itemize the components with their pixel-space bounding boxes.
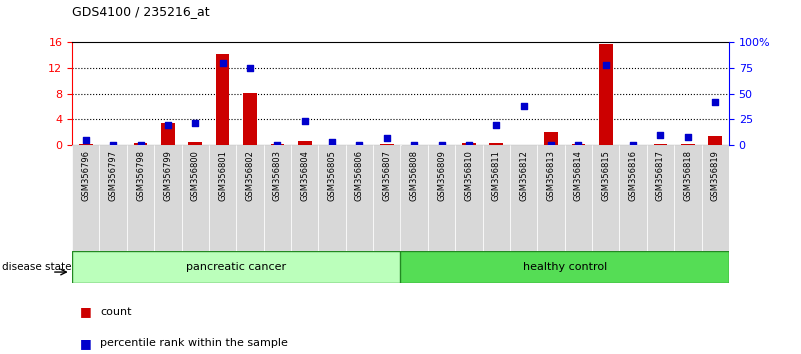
Text: ■: ■ — [80, 305, 92, 318]
Point — [189, 120, 202, 125]
Point — [709, 99, 722, 105]
Bar — [99, 145, 127, 251]
Bar — [79, 144, 93, 145]
Text: GDS4100 / 235216_at: GDS4100 / 235216_at — [72, 5, 210, 18]
Bar — [619, 145, 646, 251]
Text: GSM356801: GSM356801 — [218, 150, 227, 201]
Bar — [188, 142, 202, 145]
Bar — [646, 145, 674, 251]
Point — [490, 122, 503, 127]
Bar — [592, 145, 619, 251]
Text: GSM356809: GSM356809 — [437, 150, 446, 201]
Text: GSM356811: GSM356811 — [492, 150, 501, 201]
Bar — [565, 145, 592, 251]
Bar — [537, 145, 565, 251]
Text: healthy control: healthy control — [522, 262, 607, 272]
Bar — [244, 93, 257, 145]
Text: GSM356803: GSM356803 — [273, 150, 282, 201]
Point — [654, 132, 667, 138]
Bar — [544, 132, 557, 145]
Point — [298, 118, 311, 123]
Text: GSM356813: GSM356813 — [546, 150, 556, 201]
Text: count: count — [100, 307, 131, 316]
Point — [380, 135, 393, 141]
Text: percentile rank within the sample: percentile rank within the sample — [100, 338, 288, 348]
Text: GSM356800: GSM356800 — [191, 150, 199, 201]
Point — [353, 142, 366, 148]
Point — [408, 142, 421, 148]
Bar — [154, 145, 182, 251]
Text: GSM356804: GSM356804 — [300, 150, 309, 201]
Text: GSM356797: GSM356797 — [109, 150, 118, 201]
Bar — [708, 136, 722, 145]
Bar — [298, 141, 312, 145]
Text: GSM356808: GSM356808 — [409, 150, 419, 201]
Bar — [72, 145, 99, 251]
Bar — [455, 145, 482, 251]
Text: GSM356799: GSM356799 — [163, 150, 172, 201]
Bar — [681, 144, 694, 145]
Bar — [134, 143, 147, 145]
Bar — [674, 145, 702, 251]
Point — [107, 142, 119, 148]
Bar — [72, 251, 400, 283]
Point — [134, 142, 147, 148]
Point — [517, 103, 530, 109]
Point — [271, 142, 284, 148]
Bar — [264, 145, 291, 251]
Text: GSM356796: GSM356796 — [81, 150, 91, 201]
Point — [244, 65, 256, 71]
Point — [326, 139, 339, 145]
Bar — [599, 44, 613, 145]
Bar — [215, 54, 229, 145]
Bar — [400, 251, 729, 283]
Point — [435, 142, 448, 148]
Point — [682, 134, 694, 140]
Point — [462, 142, 475, 148]
Bar — [271, 144, 284, 145]
Text: GSM356798: GSM356798 — [136, 150, 145, 201]
Text: GSM356819: GSM356819 — [710, 150, 720, 201]
Bar — [654, 144, 667, 145]
Text: GSM356818: GSM356818 — [683, 150, 692, 201]
Bar — [373, 145, 400, 251]
Text: GSM356817: GSM356817 — [656, 150, 665, 201]
Text: GSM356816: GSM356816 — [629, 150, 638, 201]
Text: GSM356805: GSM356805 — [328, 150, 336, 201]
Text: GSM356810: GSM356810 — [465, 150, 473, 201]
Text: GSM356815: GSM356815 — [602, 150, 610, 201]
Bar — [346, 145, 373, 251]
Text: GSM356802: GSM356802 — [245, 150, 255, 201]
Text: GSM356812: GSM356812 — [519, 150, 528, 201]
Point — [599, 62, 612, 68]
Text: GSM356807: GSM356807 — [382, 150, 392, 201]
Bar — [489, 143, 503, 145]
Bar — [291, 145, 318, 251]
Bar — [161, 123, 175, 145]
Text: pancreatic cancer: pancreatic cancer — [186, 262, 286, 272]
Bar — [510, 145, 537, 251]
Text: ■: ■ — [80, 337, 92, 350]
Text: GSM356814: GSM356814 — [574, 150, 583, 201]
Point — [572, 142, 585, 148]
Bar — [572, 144, 586, 145]
Point — [545, 142, 557, 148]
Bar — [428, 145, 455, 251]
Bar — [400, 145, 428, 251]
Bar — [482, 145, 510, 251]
Bar — [182, 145, 209, 251]
Bar — [380, 144, 393, 145]
Bar — [318, 145, 346, 251]
Bar — [702, 145, 729, 251]
Bar — [236, 145, 264, 251]
Bar — [209, 145, 236, 251]
Text: GSM356806: GSM356806 — [355, 150, 364, 201]
Bar — [127, 145, 154, 251]
Point — [162, 122, 175, 127]
Point — [216, 60, 229, 66]
Text: disease state: disease state — [2, 262, 71, 272]
Point — [626, 142, 639, 148]
Bar — [462, 143, 476, 145]
Point — [79, 137, 92, 143]
